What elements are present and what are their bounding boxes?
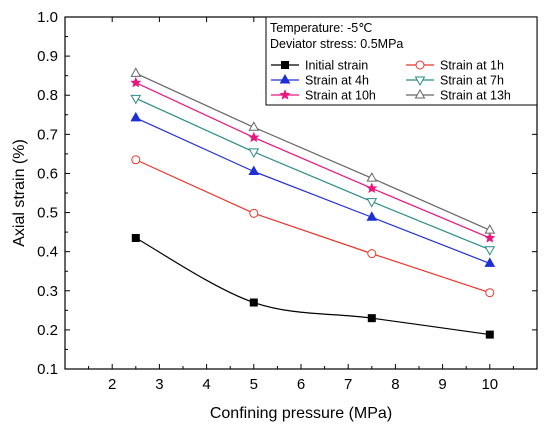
- y-tick-label: 0.6: [37, 165, 58, 182]
- x-tick-label: 8: [391, 376, 399, 393]
- data-point: [367, 314, 376, 323]
- data-point: [366, 182, 378, 193]
- legend-swatch-marker: [414, 76, 426, 87]
- data-point: [130, 76, 142, 88]
- y-tick-label: 0.2: [37, 322, 58, 339]
- x-tick-label: 2: [108, 376, 116, 393]
- data-point: [248, 131, 260, 143]
- legend-swatch-marker: [281, 61, 289, 69]
- x-axis-title: Confining pressure (MPa): [210, 405, 392, 422]
- legend-annotation: Temperature: -5℃: [270, 21, 372, 35]
- y-axis-title: Axial strain (%): [11, 139, 28, 247]
- data-point: [484, 257, 496, 267]
- y-tick-label: 1.0: [37, 9, 58, 26]
- series-1: [131, 155, 495, 298]
- legend-label: Strain at 4h: [305, 74, 369, 88]
- series-4: [130, 76, 496, 243]
- axes-layer: 2 3 4 5 6 7 8 9 10 0.1 0.2 0.3 0.4 0.5 0.6 0.7 0.8 0.9 1.0…: [11, 9, 538, 422]
- x-tick-label: 4: [202, 376, 210, 393]
- series-line: [135, 82, 491, 239]
- series-line: [135, 72, 491, 231]
- data-point: [130, 111, 142, 122]
- data-point: [131, 233, 140, 242]
- data-point: [248, 148, 260, 158]
- x-tick-label: 3: [155, 376, 163, 393]
- legend-annotation: Deviator stress: 0.5MPa: [270, 37, 403, 51]
- legend-swatch-marker: [279, 89, 291, 100]
- series-line: [135, 237, 490, 336]
- data-point: [485, 288, 495, 298]
- data-point: [485, 330, 494, 339]
- x-tick-label: 6: [297, 376, 305, 393]
- data-point: [249, 208, 259, 218]
- series-3: [130, 94, 496, 256]
- series-0: [131, 233, 494, 339]
- legend-label: Strain at 13h: [440, 89, 511, 103]
- y-tick-label: 0.9: [37, 48, 58, 65]
- y-tick-label: 0.4: [37, 244, 58, 261]
- data-point: [366, 198, 378, 208]
- y-tick-label: 0.8: [37, 87, 58, 104]
- x-tick-label: 7: [344, 376, 352, 393]
- data-point: [130, 94, 142, 105]
- data-point: [366, 211, 378, 221]
- data-point: [367, 249, 377, 259]
- data-point: [248, 165, 260, 175]
- data-point: [366, 172, 378, 182]
- data-point: [131, 155, 141, 165]
- legend-box: [265, 16, 538, 106]
- legend-label: Initial strain: [305, 59, 368, 73]
- data-point: [484, 224, 496, 234]
- data-point: [484, 246, 496, 256]
- data-point: [484, 232, 496, 243]
- x-tick-label: 9: [438, 376, 446, 393]
- series-line: [135, 117, 491, 264]
- y-tick-label: 0.3: [37, 283, 58, 300]
- series-line: [135, 159, 490, 294]
- legend-swatch-marker: [414, 88, 426, 99]
- legend-label: Strain at 7h: [440, 74, 504, 88]
- series-2: [130, 111, 496, 267]
- legend-label: Strain at 10h: [305, 89, 376, 103]
- legend-swatch-marker: [279, 73, 291, 84]
- y-tick-label: 0.1: [37, 361, 58, 378]
- legend-label: Strain at 1h: [440, 59, 504, 73]
- y-tick-label: 0.5: [37, 205, 58, 222]
- x-tick-label: 10: [481, 376, 498, 393]
- legend-swatch-marker: [415, 60, 425, 70]
- series-line: [135, 97, 491, 251]
- data-point: [249, 298, 258, 307]
- data-point: [248, 121, 260, 131]
- plot-layer: [130, 67, 496, 339]
- series-5: [130, 67, 496, 234]
- y-tick-label: 0.7: [37, 126, 58, 143]
- x-tick-label: 5: [250, 376, 258, 393]
- legend: Temperature: -5℃ Deviator stress: 0.5MPa I…: [265, 16, 538, 106]
- data-point: [130, 67, 142, 77]
